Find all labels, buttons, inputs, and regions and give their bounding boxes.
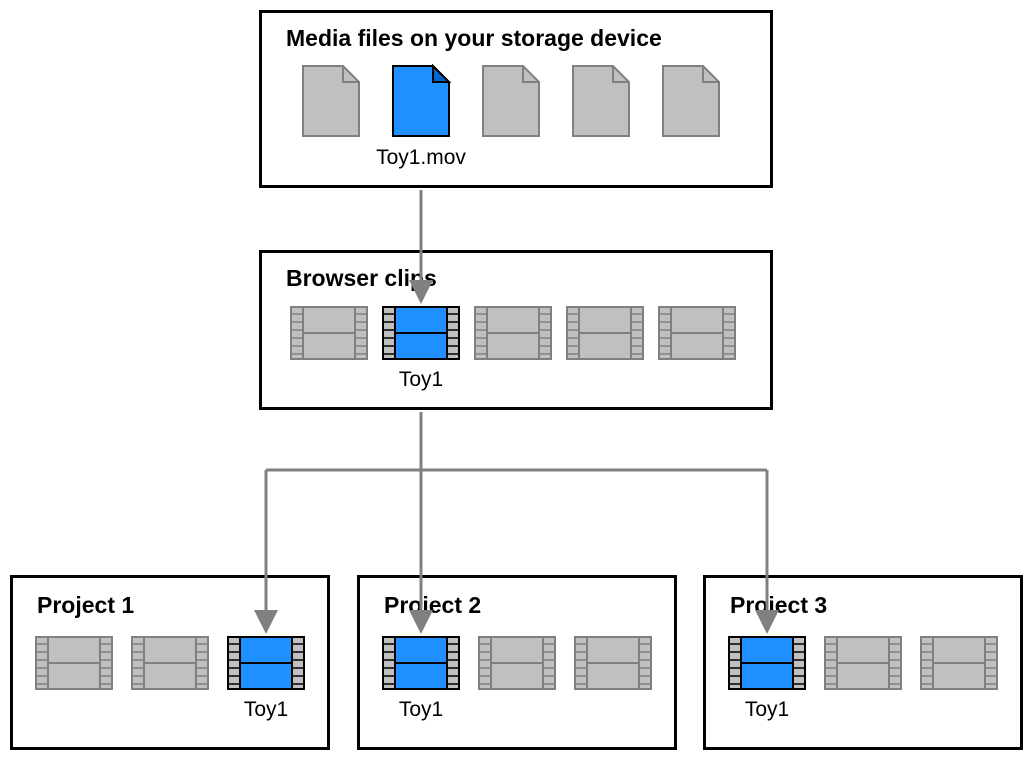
project-3-title: Project 3 xyxy=(730,592,827,619)
media-box-title: Media files on your storage device xyxy=(286,25,662,52)
file-icon-highlighted xyxy=(391,64,451,138)
clip-icon-highlighted xyxy=(382,636,460,690)
file-icon xyxy=(301,64,361,138)
file-icon xyxy=(661,64,721,138)
project-2-title: Project 2 xyxy=(384,592,481,619)
file-icon xyxy=(481,64,541,138)
clip-icon xyxy=(920,636,998,690)
clip-icon xyxy=(35,636,113,690)
clip-icon xyxy=(574,636,652,690)
project-1-clip-label: Toy1 xyxy=(227,698,305,722)
clip-icon-highlighted xyxy=(382,306,460,360)
clip-icon xyxy=(474,306,552,360)
project-1-title: Project 1 xyxy=(37,592,134,619)
clip-icon-highlighted xyxy=(227,636,305,690)
clip-icon xyxy=(290,306,368,360)
browser-box-title: Browser clips xyxy=(286,265,437,292)
clip-icon xyxy=(658,306,736,360)
file-icon xyxy=(571,64,631,138)
project-3-clip-label: Toy1 xyxy=(728,698,806,722)
clip-icon-highlighted xyxy=(728,636,806,690)
project-2-clip-label: Toy1 xyxy=(382,698,460,722)
clip-icon xyxy=(824,636,902,690)
file-label: Toy1.mov xyxy=(373,146,469,170)
clip-icon xyxy=(131,636,209,690)
clip-label: Toy1 xyxy=(382,368,460,392)
clip-icon xyxy=(566,306,644,360)
clip-icon xyxy=(478,636,556,690)
